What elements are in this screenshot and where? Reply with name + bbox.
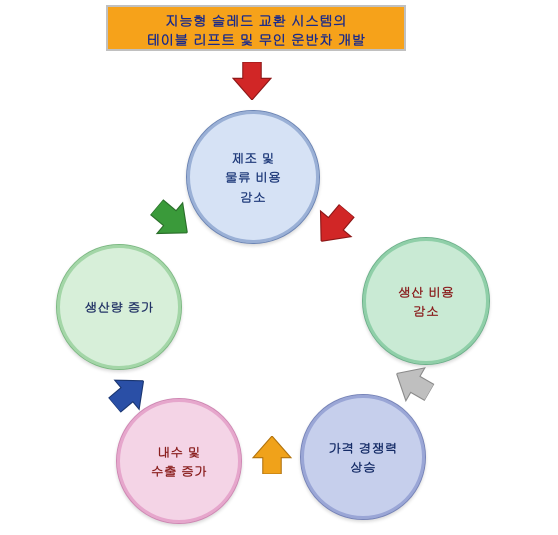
cycle-node-label-line: 내수 및 xyxy=(151,442,207,462)
cycle-node-n-left: 생산량 증가 xyxy=(56,244,182,370)
cycle-arrow-a-top xyxy=(232,62,272,100)
cycle-node-label: 가격 경쟁력상승 xyxy=(328,438,397,477)
title-line-1: 지능형 슬레드 교환 시스템의 xyxy=(165,10,347,30)
cycle-node-n-bl: 내수 및수출 증가 xyxy=(116,398,242,524)
cycle-node-label-line: 상승 xyxy=(328,457,397,477)
cycle-node-label-line: 생산 비용 xyxy=(398,282,454,302)
cycle-node-label: 생산 비용감소 xyxy=(398,282,454,321)
cycle-arrow-a-b xyxy=(250,436,294,474)
cycle-node-label-line: 가격 경쟁력 xyxy=(328,438,397,458)
cycle-node-n-top: 제조 및물류 비용감소 xyxy=(186,110,320,244)
cycle-node-label-line: 생산량 증가 xyxy=(84,297,153,317)
cycle-node-label-line: 물류 비용 xyxy=(225,167,281,187)
cycle-node-n-br: 가격 경쟁력상승 xyxy=(300,394,426,520)
title-line-2: 테이블 리프트 및 무인 운반차 개발 xyxy=(146,29,365,49)
cycle-node-label-line: 감소 xyxy=(398,301,454,321)
cycle-node-n-right: 생산 비용감소 xyxy=(362,237,490,365)
title-box: 지능형 슬레드 교환 시스템의 테이블 리프트 및 무인 운반차 개발 xyxy=(106,5,406,51)
cycle-node-label-line: 감소 xyxy=(225,187,281,207)
cycle-node-label: 생산량 증가 xyxy=(84,297,153,317)
cycle-node-label: 내수 및수출 증가 xyxy=(151,442,207,481)
cycle-node-label-line: 수출 증가 xyxy=(151,461,207,481)
cycle-node-label-line: 제조 및 xyxy=(225,148,281,168)
cycle-node-label: 제조 및물류 비용감소 xyxy=(225,148,281,207)
